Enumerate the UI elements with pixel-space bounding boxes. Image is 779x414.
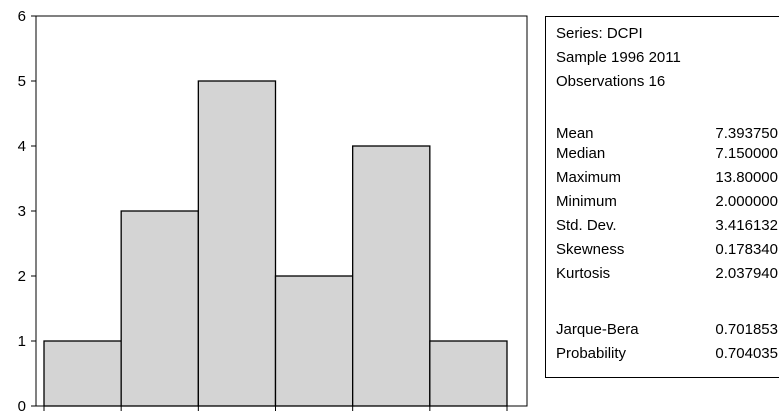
stat-label: Minimum — [556, 193, 617, 210]
stat-row-kurtosis: Kurtosis 2.037940 — [556, 265, 778, 285]
series-name: Series: DCPI — [556, 25, 643, 42]
stat-row-skewness: Skewness 0.178340 — [556, 241, 778, 261]
stat-value: 2.000000 — [715, 193, 778, 210]
stat-value: 0.704035 — [715, 345, 778, 362]
observations-count: Observations 16 — [556, 73, 666, 90]
x-axis-ticks: 0.02.55.07.510.012.515.0 — [34, 406, 522, 414]
histogram-chart: 0.02.55.07.510.012.515.0 0 1 2 3 4 5 6 — [18, 8, 528, 414]
y-tick-label: 5 — [18, 73, 26, 90]
histogram-bar — [274, 275, 354, 407]
y-tick-label: 2 — [18, 268, 26, 285]
histogram-bar — [197, 80, 277, 407]
stat-value: 7.393750 — [715, 125, 778, 142]
y-tick-label: 3 — [18, 203, 26, 220]
stat-value: 0.701853 — [715, 321, 778, 338]
stat-label: Jarque-Bera — [556, 321, 639, 338]
stat-row-mean: Mean 7.393750 — [556, 125, 778, 145]
stat-label: Mean — [556, 125, 594, 142]
histogram-bar — [429, 340, 508, 407]
stat-row-std-dev: Std. Dev. 3.416132 — [556, 217, 778, 237]
histogram-bar — [43, 340, 122, 407]
stat-label: Std. Dev. — [556, 217, 617, 234]
stat-row-probability: Probability 0.704035 — [556, 345, 778, 365]
sample-range: Sample 1996 2011 — [556, 49, 681, 66]
stat-label: Kurtosis — [556, 265, 611, 282]
y-tick-label: 6 — [18, 8, 26, 25]
stat-row-maximum: Maximum 13.80000 — [556, 169, 778, 189]
stat-value: 3.416132 — [715, 217, 778, 234]
stat-value: 2.037940 — [715, 265, 778, 282]
stat-value: 0.178340 — [715, 241, 778, 258]
histogram-bar — [120, 210, 199, 407]
stat-label: Probability — [556, 345, 627, 362]
stat-label: Skewness — [556, 241, 625, 258]
stat-value: 13.80000 — [715, 169, 778, 186]
y-tick-label: 1 — [18, 333, 26, 350]
stat-value: 7.150000 — [715, 145, 778, 162]
histogram-bars — [43, 80, 508, 407]
stat-label: Maximum — [556, 169, 622, 186]
stat-row-minimum: Minimum 2.000000 — [556, 193, 778, 213]
y-axis-ticks: 0 1 2 3 4 5 6 — [18, 8, 36, 414]
histogram-bar — [352, 145, 431, 407]
stat-label: Median — [556, 145, 606, 162]
y-tick-label: 4 — [18, 138, 26, 155]
descriptive-statistics-panel: Series: DCPI Sample 1996 2011 Observatio… — [545, 16, 779, 378]
stat-row-median: Median 7.150000 — [556, 145, 778, 165]
y-tick-label: 0 — [18, 398, 26, 414]
stat-row-jarque-bera: Jarque-Bera 0.701853 — [556, 321, 778, 341]
